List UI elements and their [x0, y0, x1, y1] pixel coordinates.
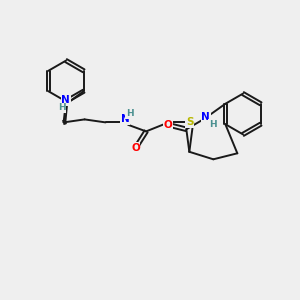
Text: H: H — [58, 103, 66, 112]
Text: S: S — [186, 117, 194, 128]
Text: N: N — [121, 114, 130, 124]
Text: O: O — [131, 143, 140, 153]
Text: O: O — [164, 120, 173, 130]
Text: H: H — [209, 120, 217, 129]
Text: N: N — [202, 112, 210, 122]
Text: N: N — [61, 95, 70, 105]
Text: H: H — [126, 110, 134, 118]
